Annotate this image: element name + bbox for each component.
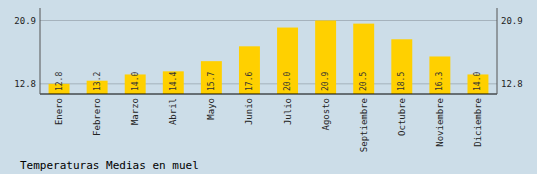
data-label: 13.2 xyxy=(93,72,102,91)
bar xyxy=(163,71,184,94)
background xyxy=(0,0,537,174)
y2-axis-line xyxy=(497,8,498,94)
title: Temperaturas Medias en muel xyxy=(20,159,199,172)
bar xyxy=(391,39,412,94)
bar xyxy=(239,46,260,94)
bar xyxy=(353,24,374,94)
y-tick-label-right: 12.8 xyxy=(501,79,523,89)
grid-line xyxy=(40,83,497,84)
x-tick-label: Julio xyxy=(283,98,293,125)
bars xyxy=(49,21,489,94)
data-label: 17.6 xyxy=(245,72,254,91)
bar xyxy=(315,21,336,94)
y-tick-label: 12.8 xyxy=(14,79,36,89)
bar xyxy=(429,56,450,94)
data-label: 20.0 xyxy=(283,72,292,91)
y-tick-label: 20.9 xyxy=(14,16,36,26)
x-tick-label: Agosto xyxy=(321,98,331,131)
x-tick-label: Abril xyxy=(168,98,178,125)
data-label: 20.5 xyxy=(359,72,368,91)
x-tick-label: Octubre xyxy=(397,98,407,136)
x-tick-label: Febrero xyxy=(92,98,102,136)
data-label: 14.0 xyxy=(131,72,140,91)
y-tick-label-right: 20.9 xyxy=(501,16,523,26)
x-tick-label: Septiembre xyxy=(359,98,369,152)
data-label: 12.8 xyxy=(55,72,64,91)
x-tick-label: Marzo xyxy=(130,98,140,125)
bar xyxy=(201,61,222,94)
x-tick-label: Noviembre xyxy=(435,98,445,147)
y-axis-line xyxy=(40,8,41,94)
chart: 12.8 12.8 20.9 20.9 Enero Febrero Marzo Abril Ma… xyxy=(0,0,537,174)
x-tick-label: Mayo xyxy=(206,98,216,120)
x-axis-line xyxy=(40,94,497,95)
x-tick-label: Diciembre xyxy=(473,98,483,147)
data-label: 14.4 xyxy=(169,72,178,91)
x-tick-label: Enero xyxy=(54,98,64,125)
data-label: 18.5 xyxy=(397,72,406,91)
data-label: 16.3 xyxy=(435,72,444,91)
x-tick-label: Junio xyxy=(244,98,254,125)
data-label: 15.7 xyxy=(207,72,216,91)
data-label: 20.9 xyxy=(321,72,330,91)
grid-line xyxy=(40,20,497,21)
data-label: 14.0 xyxy=(473,72,482,91)
bar xyxy=(277,28,298,94)
